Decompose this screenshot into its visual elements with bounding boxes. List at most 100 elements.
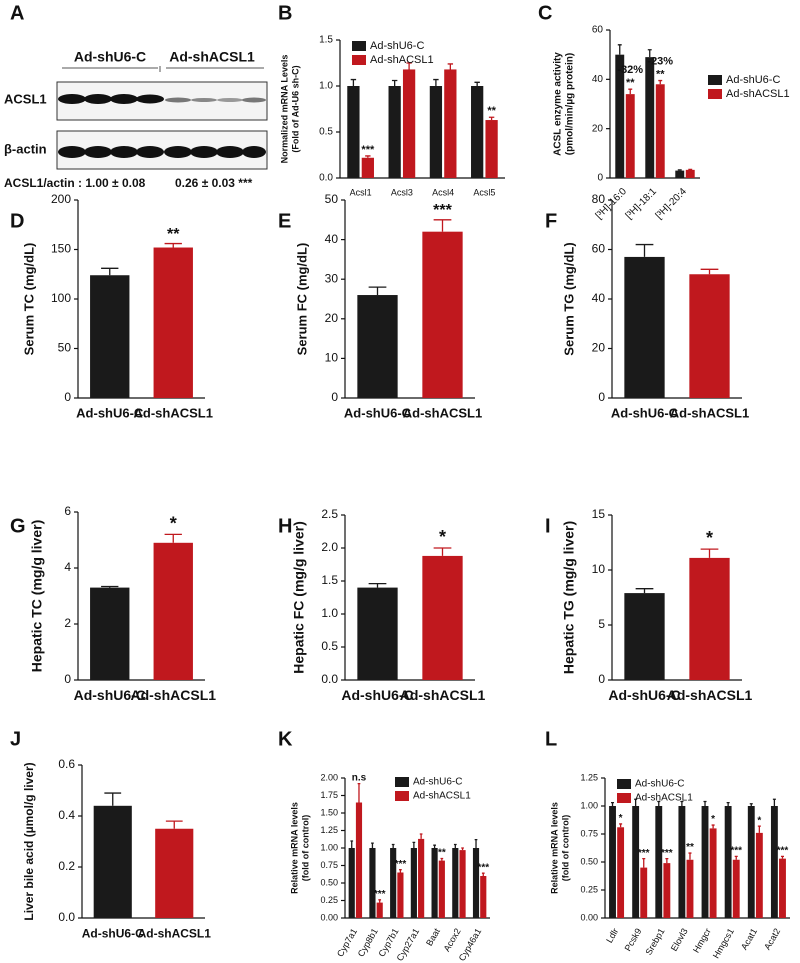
error-bar	[611, 801, 615, 806]
significance: **	[626, 77, 635, 89]
panel-label: F	[545, 210, 557, 232]
bar	[689, 557, 730, 680]
bar	[724, 806, 732, 918]
y-axis-label: ACSL enzyme activity	[553, 52, 564, 156]
bar	[93, 805, 132, 918]
x-tick-label: Ad-shACSL1	[130, 687, 216, 703]
y-tick-label: 1.00	[320, 842, 338, 852]
bar	[418, 838, 425, 918]
y-tick-label: 6	[64, 504, 71, 518]
y-axis-label: Relative mRNA levels	[289, 802, 299, 894]
y-axis-label: (fold of control)	[300, 815, 310, 881]
band	[190, 146, 218, 158]
bar	[155, 828, 194, 918]
error-bar	[433, 547, 452, 556]
chart: G Hepatic TC (mg/g liver) 0 2 4 6 Ad-shU6-C * Ad…	[10, 504, 216, 703]
y-tick-label: 2	[64, 616, 71, 630]
bands	[58, 94, 266, 158]
error-bar	[350, 78, 357, 86]
bar	[472, 848, 480, 918]
y-tick-label: 0.5	[319, 127, 333, 138]
band	[217, 98, 243, 102]
legend-label: Ad-shU6-C	[726, 74, 780, 86]
chart: D Serum TC (mg/dL) 0 50 100 150 200 Ad-shU6-C **…	[10, 192, 213, 420]
x-tick-label: Hmgcs1	[711, 927, 736, 961]
x-tick-label: Acsl1	[350, 187, 372, 197]
error-bar	[399, 869, 402, 873]
error-bar	[101, 585, 119, 588]
quantification: ACSL1/actin : 1.00 ± 0.08	[4, 176, 146, 190]
x-tick-label: Srebp1	[643, 927, 666, 957]
bar	[645, 57, 655, 179]
y-tick-label: 0	[331, 390, 338, 404]
error-bar	[488, 116, 495, 121]
change-label: -23%	[647, 55, 673, 67]
y-tick-label: 20	[592, 123, 604, 134]
error-bar	[700, 268, 719, 275]
significance: *	[711, 814, 715, 825]
error-bar	[357, 782, 361, 803]
y-tick-label: 200	[51, 192, 71, 206]
error-bar	[433, 219, 452, 232]
panel-label: C	[538, 2, 552, 24]
y-tick-label: 1.50	[320, 807, 338, 817]
y-tick-label: 0.75	[580, 828, 598, 838]
error-bar	[391, 843, 395, 848]
y-tick-label: 0.75	[320, 860, 338, 870]
y-tick-label: 0.0	[321, 672, 338, 686]
chart: B Normalized mRNA Levels (Fold of Ad-U6 sh…	[278, 2, 505, 197]
significance: *	[439, 527, 446, 547]
y-tick-label: 2.0	[321, 540, 338, 554]
y-tick-label: 80	[592, 192, 606, 206]
error-bar	[101, 267, 119, 276]
error-bar	[734, 855, 738, 860]
band	[58, 146, 86, 158]
error-bar	[104, 792, 122, 806]
bar	[459, 850, 466, 918]
error-bar	[711, 824, 715, 829]
legend-label: Ad-shACSL1	[635, 793, 693, 804]
bar	[444, 69, 457, 178]
y-tick-label: 10	[592, 562, 606, 576]
y-tick-label: 0.4	[58, 808, 75, 822]
y-tick-label: 1.25	[320, 825, 338, 835]
y-axis-label: Serum TC (mg/dL)	[21, 243, 36, 356]
bar	[431, 848, 438, 918]
y-tick-label: 1.00	[580, 800, 598, 810]
error-bar	[688, 852, 692, 860]
bar	[755, 832, 763, 918]
legend-label: Ad-shU6-C	[635, 779, 684, 790]
error-bar	[368, 286, 387, 296]
y-tick-label: 1.5	[321, 573, 338, 587]
bar	[388, 86, 401, 178]
y-tick-label: 20	[325, 311, 339, 325]
bar	[779, 858, 786, 918]
y-tick-label: 0.25	[580, 884, 598, 894]
error-bar	[461, 847, 464, 851]
error-bar	[481, 872, 485, 876]
bar	[348, 848, 355, 918]
y-tick-label: 0	[64, 672, 71, 686]
band	[191, 98, 217, 102]
error-bar	[378, 899, 382, 903]
y-tick-label: 0.5	[321, 639, 338, 653]
y-tick-label: 0.50	[580, 856, 598, 866]
bar	[357, 295, 398, 398]
error-bar	[780, 855, 784, 859]
legend-swatch	[352, 55, 366, 65]
panel-label: E	[278, 210, 291, 232]
bar	[452, 848, 459, 918]
band	[58, 94, 86, 104]
significance: **	[438, 848, 446, 859]
panel-label: B	[278, 2, 292, 24]
error-bar	[772, 798, 776, 806]
error-bar	[371, 842, 374, 848]
y-axis-label: (Fold of Ad-U6 sh-C)	[290, 65, 300, 152]
band	[136, 94, 164, 104]
error-bar	[474, 838, 478, 848]
y-tick-label: 0.6	[58, 757, 75, 771]
panel-label: L	[545, 728, 557, 750]
error-bar	[433, 78, 439, 86]
